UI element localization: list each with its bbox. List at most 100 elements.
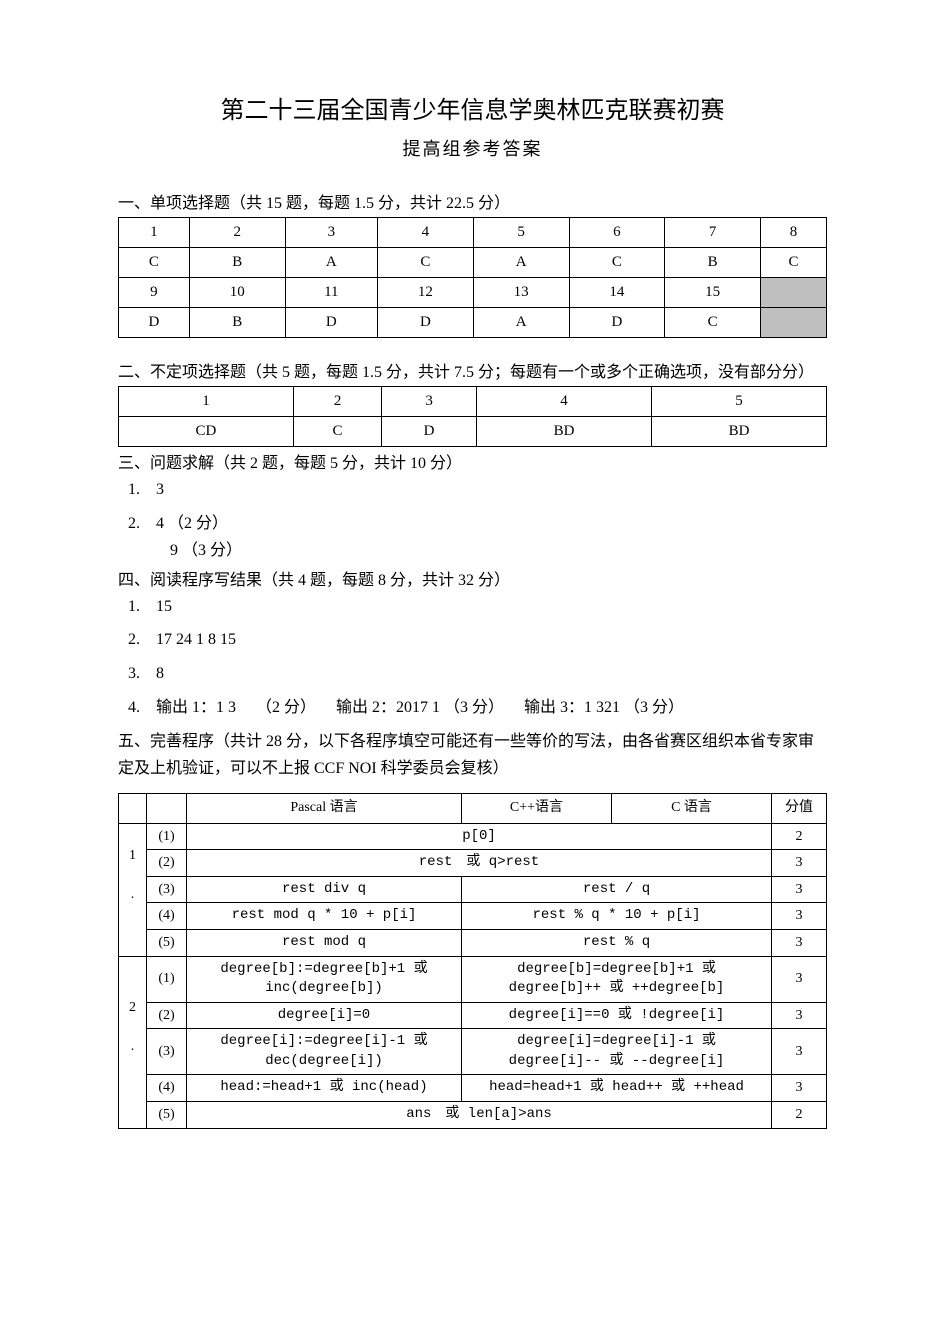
s5-h-c: C 语言 xyxy=(612,793,772,823)
s5-h-cpp: C++语言 xyxy=(462,793,612,823)
doc-subtitle: 提高组参考答案 xyxy=(118,135,827,161)
s5-subnum: (3) xyxy=(147,876,187,903)
s1-n15: 15 xyxy=(665,278,761,308)
s1-a4: C xyxy=(378,248,474,278)
s5-score-cell: 3 xyxy=(772,1029,827,1075)
s1-a14: D xyxy=(569,308,665,338)
s5-h-blank1 xyxy=(119,793,147,823)
section1-table: 1 2 3 4 5 6 7 8 C B A C A C B C 9 10 11 … xyxy=(118,217,827,338)
s5-c-cell: degree[i]=degree[i]-1 或degree[i]-- 或 --d… xyxy=(462,1029,772,1075)
s5-pascal-cell: degree[i]=0 xyxy=(187,1002,462,1029)
s1-n4: 4 xyxy=(378,218,474,248)
s1-a11: D xyxy=(285,308,377,338)
s4-i2n: 2. xyxy=(128,627,156,653)
s3-i2a: 4 （2 分） xyxy=(156,515,228,532)
s5-c-cell: head=head+1 或 head++ 或 ++head xyxy=(462,1075,772,1102)
s1-n9: 9 xyxy=(119,278,190,308)
s1-n2: 2 xyxy=(189,218,285,248)
section2-table: 1 2 3 4 5 CD C D BD BD xyxy=(118,386,827,447)
s2-n4: 4 xyxy=(477,387,652,417)
s5-subnum: (1) xyxy=(147,823,187,850)
s5-pascal-cell: degree[i]:=degree[i]-1 或dec(degree[i]) xyxy=(187,1029,462,1075)
section3-items: 1.3 2.4 （2 分） 9 （3 分） xyxy=(128,477,827,564)
s2-n5: 5 xyxy=(651,387,826,417)
s1-a13: A xyxy=(473,308,569,338)
s5-score-cell: 3 xyxy=(772,850,827,877)
s1-n5: 5 xyxy=(473,218,569,248)
s1-a15: C xyxy=(665,308,761,338)
s4-i3: 8 xyxy=(156,665,164,682)
s5-merged-cell: ans 或 len[a]>ans xyxy=(187,1102,772,1129)
s2-n2: 2 xyxy=(293,387,381,417)
s2-a3: D xyxy=(382,417,477,447)
s1-a9: D xyxy=(119,308,190,338)
s3-i1: 3 xyxy=(156,481,164,498)
s1-n7: 7 xyxy=(665,218,761,248)
s5-c-cell: degree[b]=degree[b]+1 或degree[b]++ 或 ++d… xyxy=(462,956,772,1002)
s1-blank2 xyxy=(761,308,827,338)
s3-i1n: 1. xyxy=(128,477,156,503)
s1-a3: A xyxy=(285,248,377,278)
s1-a12: D xyxy=(378,308,474,338)
s1-blank1 xyxy=(761,278,827,308)
s3-i2n: 2. xyxy=(128,511,156,537)
s5-score-cell: 3 xyxy=(772,956,827,1002)
s1-a2: B xyxy=(189,248,285,278)
s5-subnum: (2) xyxy=(147,1002,187,1029)
s5-c-cell: rest % q * 10 + p[i] xyxy=(462,903,772,930)
section5-table: Pascal 语言 C++语言 C 语言 分值 1.(1)p[0]2(2)res… xyxy=(118,793,827,1129)
s1-n10: 10 xyxy=(189,278,285,308)
s5-c-cell: rest / q xyxy=(462,876,772,903)
s5-score-cell: 3 xyxy=(772,1002,827,1029)
s5-h-pascal: Pascal 语言 xyxy=(187,793,462,823)
s4-i4: 输出 1：1 3 （2 分） 输出 2：2017 1 （3 分） 输出 3：1 … xyxy=(156,699,684,716)
s5-pascal-cell: rest div q xyxy=(187,876,462,903)
s1-n11: 11 xyxy=(285,278,377,308)
s5-pascal-cell: rest mod q xyxy=(187,929,462,956)
s5-pascal-cell: degree[b]:=degree[b]+1 或inc(degree[b]) xyxy=(187,956,462,1002)
s5-subnum: (1) xyxy=(147,956,187,1002)
s5-score-cell: 3 xyxy=(772,876,827,903)
s5-merged-cell: p[0] xyxy=(187,823,772,850)
section4-header: 四、阅读程序写结果（共 4 题，每题 8 分，共计 32 分） xyxy=(118,566,827,590)
s1-n13: 13 xyxy=(473,278,569,308)
s4-i1n: 1. xyxy=(128,594,156,620)
s1-a7: B xyxy=(665,248,761,278)
s5-subnum: (4) xyxy=(147,1075,187,1102)
s2-n3: 3 xyxy=(382,387,477,417)
s1-a1: C xyxy=(119,248,190,278)
s1-n12: 12 xyxy=(378,278,474,308)
s2-a2: C xyxy=(293,417,381,447)
s5-subnum: (5) xyxy=(147,929,187,956)
s5-pascal-cell: rest mod q * 10 + p[i] xyxy=(187,903,462,930)
s1-n6: 6 xyxy=(569,218,665,248)
s4-i1: 15 xyxy=(156,598,172,615)
s5-subnum: (4) xyxy=(147,903,187,930)
s4-i4n: 4. xyxy=(128,695,156,721)
s1-n14: 14 xyxy=(569,278,665,308)
s5-h-score: 分值 xyxy=(772,793,827,823)
s2-a5: BD xyxy=(651,417,826,447)
s5-group: 2. xyxy=(119,956,147,1128)
doc-title: 第二十三届全国青少年信息学奥林匹克联赛初赛 xyxy=(118,90,827,125)
s5-group: 1. xyxy=(119,823,147,956)
s2-a1: CD xyxy=(119,417,294,447)
s5-merged-cell: rest 或 q>rest xyxy=(187,850,772,877)
s5-score-cell: 3 xyxy=(772,903,827,930)
s1-n8: 8 xyxy=(761,218,827,248)
s5-score-cell: 2 xyxy=(772,1102,827,1129)
s1-a10: B xyxy=(189,308,285,338)
section5-header: 五、完善程序（共计 28 分，以下各程序填空可能还有一些等价的写法，由各省赛区组… xyxy=(118,728,827,782)
s5-c-cell: degree[i]==0 或 !degree[i] xyxy=(462,1002,772,1029)
s4-i2: 17 24 1 8 15 xyxy=(156,631,236,648)
s5-score-cell: 3 xyxy=(772,1075,827,1102)
section4-items: 1.15 2.17 24 1 8 15 3.8 4.输出 1：1 3 （2 分）… xyxy=(128,594,827,720)
section3-header: 三、问题求解（共 2 题，每题 5 分，共计 10 分） xyxy=(118,449,827,473)
s1-a5: A xyxy=(473,248,569,278)
s2-n1: 1 xyxy=(119,387,294,417)
section2-header: 二、不定项选择题（共 5 题，每题 1.5 分，共计 7.5 分；每题有一个或多… xyxy=(118,358,827,382)
section1-header: 一、单项选择题（共 15 题，每题 1.5 分，共计 22.5 分） xyxy=(118,189,827,213)
s5-c-cell: rest % q xyxy=(462,929,772,956)
s4-i3n: 3. xyxy=(128,661,156,687)
s1-n3: 3 xyxy=(285,218,377,248)
